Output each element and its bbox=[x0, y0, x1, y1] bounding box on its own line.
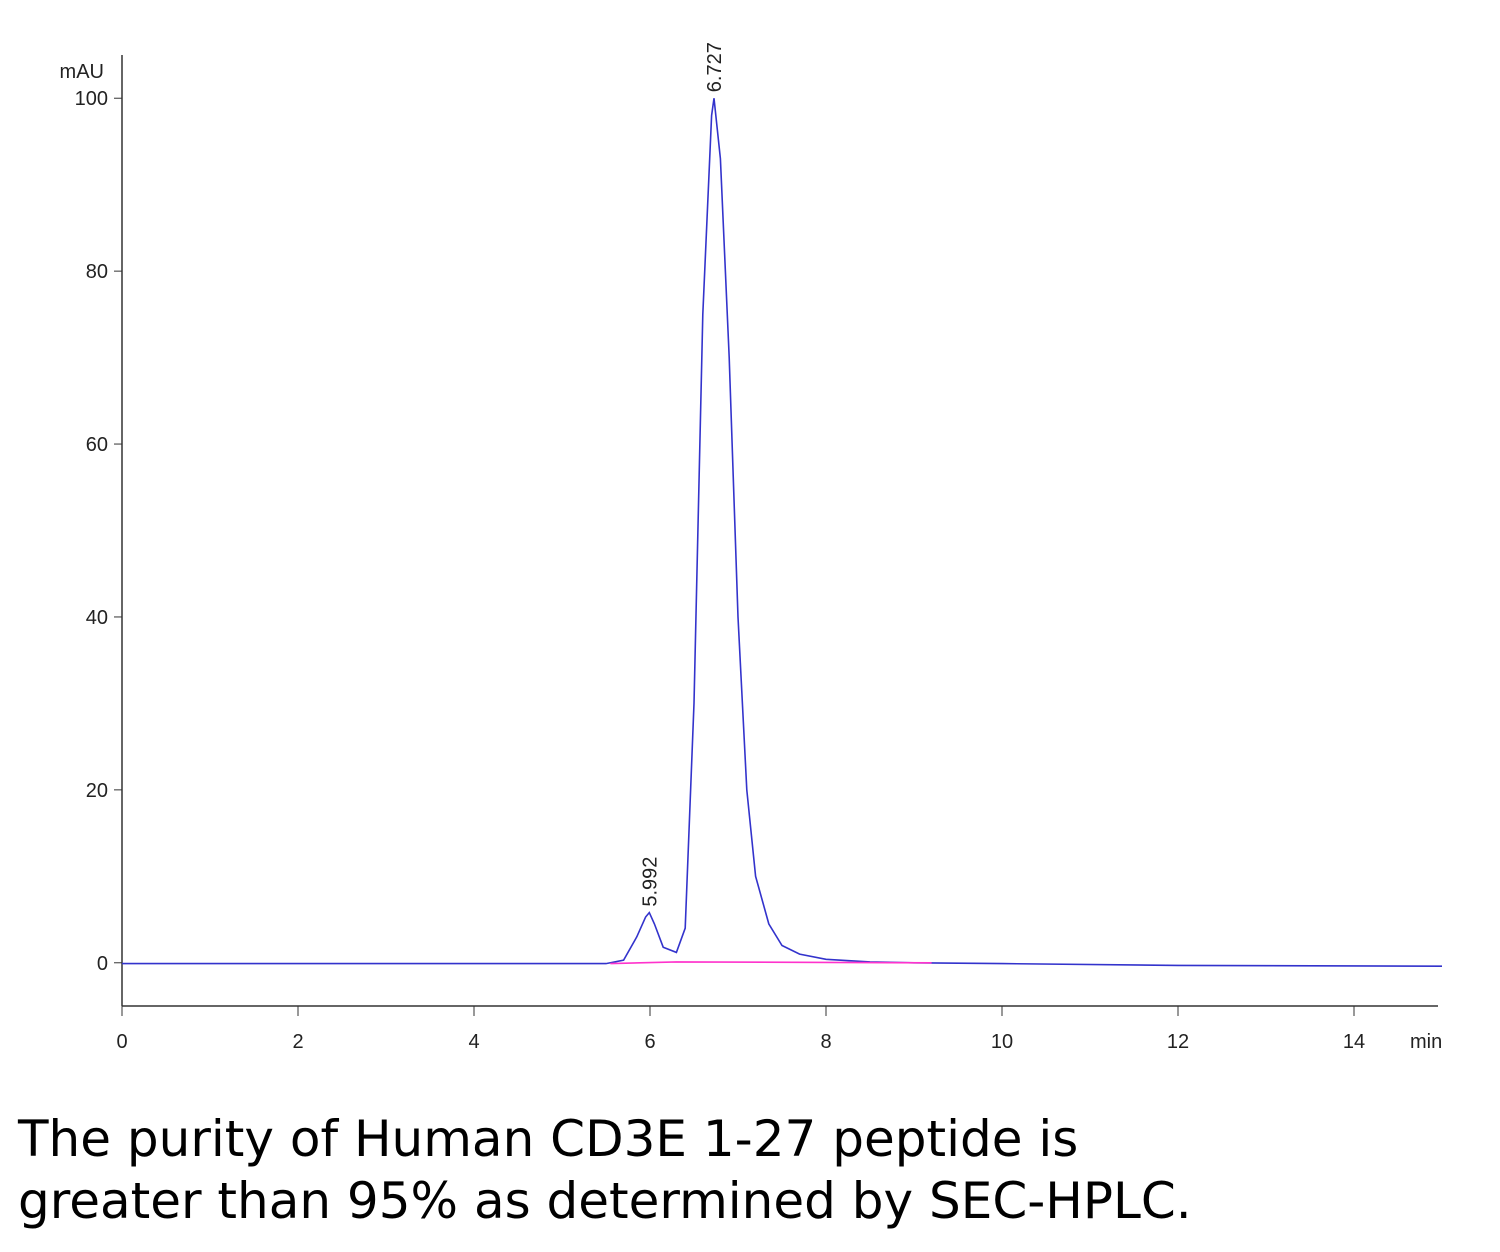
peak-label: 6.727 bbox=[704, 42, 726, 92]
x-tick-label: 10 bbox=[991, 1031, 1013, 1053]
x-tick-label: 6 bbox=[644, 1031, 655, 1053]
y-tick-label: 0 bbox=[97, 953, 108, 975]
x-tick-label: 0 bbox=[116, 1031, 127, 1053]
y-axis-label: mAU bbox=[60, 61, 104, 83]
x-tick-label: 4 bbox=[468, 1031, 479, 1053]
y-tick-label: 80 bbox=[86, 261, 108, 283]
trace bbox=[122, 98, 1443, 967]
caption-line: The purity of Human CD3E 1-27 peptide is bbox=[18, 1110, 1079, 1168]
chart: mAU min 0 20 40 60 80 100 0 2 4 6 8 10 12 14 5.992 6.72… bbox=[60, 42, 1443, 1053]
y-tick-label: 40 bbox=[86, 607, 108, 629]
x-tick-label: 14 bbox=[1343, 1031, 1365, 1053]
caption-line: greater than 95% as determined by SEC-HP… bbox=[18, 1172, 1192, 1230]
peak-label: 5.992 bbox=[639, 857, 661, 907]
y-tick-label: 100 bbox=[75, 88, 108, 110]
y-tick-label: 20 bbox=[86, 780, 108, 802]
x-tick-label: 8 bbox=[820, 1031, 831, 1053]
x-tick-label: 12 bbox=[1167, 1031, 1189, 1053]
trace bbox=[610, 961, 932, 965]
x-axis-label: min bbox=[1410, 1031, 1442, 1053]
y-tick-label: 60 bbox=[86, 434, 108, 456]
x-tick-label: 2 bbox=[292, 1031, 303, 1053]
